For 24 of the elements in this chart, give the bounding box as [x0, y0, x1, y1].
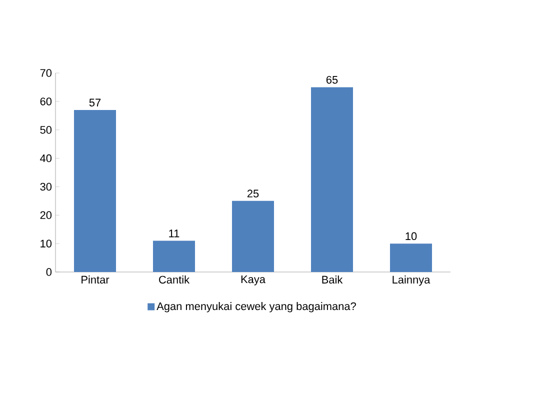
y-tick-label: 0: [46, 268, 52, 276]
data-label: 10: [406, 232, 417, 240]
x-tick-label: Pintar: [82, 276, 110, 284]
bar: [232, 200, 274, 272]
bar: [390, 244, 432, 272]
bar: [74, 110, 116, 272]
x-tick-label: Baik: [322, 276, 343, 284]
x-tick-label: Cantik: [159, 276, 190, 284]
data-label: 57: [89, 98, 101, 106]
y-tick-label: 10: [40, 240, 52, 248]
y-tick-label: 30: [40, 182, 52, 191]
x-tick-label: Lainnya: [392, 276, 430, 286]
bar: [311, 87, 353, 272]
y-tick-label: 70: [40, 69, 52, 77]
y-tick-label: 50: [40, 126, 52, 134]
legend-label: Agan menyukai cewek yang bagaimana?: [156, 302, 356, 312]
y-tick-label: 40: [40, 154, 52, 162]
y-tick-label: 60: [40, 98, 52, 106]
x-tick-label: Kaya: [241, 276, 266, 286]
data-label: 25: [247, 190, 259, 198]
data-label: 65: [326, 76, 338, 84]
data-label: 11: [169, 230, 180, 238]
y-tick-label: 20: [40, 211, 52, 220]
bar: [153, 240, 195, 272]
